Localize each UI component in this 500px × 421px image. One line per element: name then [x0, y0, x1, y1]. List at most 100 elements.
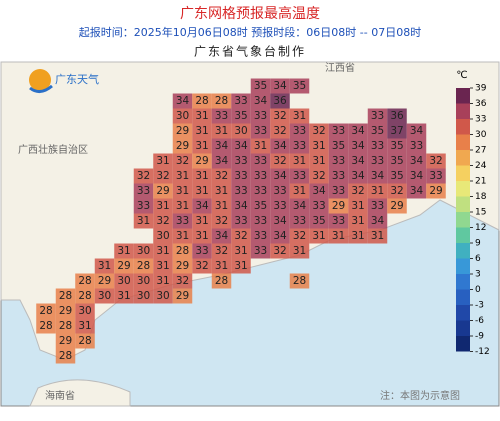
- temp-cell: [309, 183, 329, 199]
- temp-cell: [406, 123, 427, 139]
- temp-value: 34: [371, 215, 385, 227]
- legend-tick-label: 39: [475, 84, 487, 94]
- temp-cell: [367, 153, 388, 169]
- temp-value: 29: [59, 335, 72, 347]
- temp-cell: [172, 288, 193, 304]
- temp-cell: [231, 93, 251, 109]
- temp-cell: [250, 78, 271, 94]
- temp-value: 29: [59, 305, 72, 317]
- temp-cell: [192, 93, 212, 109]
- temp-value: 33: [137, 185, 150, 197]
- temp-cell: [250, 153, 271, 169]
- temp-value: 35: [254, 200, 267, 212]
- temp-cell: [406, 138, 427, 154]
- temp-cell: [75, 318, 95, 334]
- temp-cell: [211, 273, 232, 289]
- temp-cell: [192, 168, 212, 184]
- temp-value: 28: [59, 320, 72, 332]
- temp-cell: [231, 123, 251, 139]
- temp-value: 31: [312, 155, 325, 167]
- legend-swatch: [456, 88, 470, 104]
- temp-value: 29: [98, 275, 111, 287]
- temp-cell: [367, 123, 388, 139]
- temp-value: 34: [293, 200, 307, 212]
- temp-cell: [309, 123, 329, 139]
- temp-cell: [114, 273, 134, 289]
- legend-unit: ℃: [456, 70, 467, 81]
- temp-cell: [192, 228, 212, 244]
- temp-cell: [94, 288, 115, 304]
- temp-value: 34: [351, 170, 365, 182]
- temp-cell: [387, 153, 407, 169]
- legend-swatch: [456, 258, 470, 274]
- temp-value: 31: [195, 230, 208, 242]
- temp-cell: [94, 258, 115, 274]
- temp-value: 33: [215, 110, 228, 122]
- logo: 广东天气: [55, 72, 99, 86]
- title: 广东网格预报最高温度: [180, 5, 320, 22]
- temp-value: 32: [273, 155, 286, 167]
- temp-cell: [289, 78, 310, 94]
- temp-value: 34: [410, 155, 424, 167]
- temp-cell: [367, 213, 388, 229]
- temp-cell: [289, 228, 310, 244]
- temp-value: 33: [371, 200, 384, 212]
- temp-value: 31: [117, 290, 130, 302]
- temp-cell: [270, 243, 290, 259]
- temp-cell: [211, 258, 232, 274]
- temp-cell: [172, 123, 193, 139]
- temp-cell: [250, 243, 271, 259]
- temp-value: 33: [254, 125, 267, 137]
- temp-cell: [55, 318, 76, 334]
- legend-tick-label: 12: [475, 223, 486, 233]
- temp-cell: [75, 288, 95, 304]
- temp-value: 31: [351, 200, 364, 212]
- temp-value: 33: [332, 125, 345, 137]
- temp-value: 34: [410, 170, 424, 182]
- subtitle: 起报时间：2025年10月06日08时 预报时段：06日08时 -- 07日08…: [79, 25, 421, 39]
- temp-value: 33: [254, 155, 267, 167]
- temp-cell: [328, 123, 349, 139]
- temp-value: 28: [176, 245, 189, 257]
- temp-value: 32: [195, 260, 208, 272]
- temp-cell: [55, 333, 76, 349]
- temp-cell: [309, 213, 329, 229]
- temp-value: 31: [137, 215, 150, 227]
- temp-value: 31: [156, 245, 169, 257]
- temp-cell: [270, 78, 290, 94]
- temp-cell: [55, 348, 76, 364]
- temp-value: 33: [293, 170, 306, 182]
- temp-value: 32: [293, 230, 306, 242]
- temp-value: 34: [273, 170, 287, 182]
- temp-cell: [133, 168, 154, 184]
- temp-value: 28: [59, 350, 72, 362]
- temp-value: 34: [176, 95, 190, 107]
- temp-value: 31: [215, 125, 228, 137]
- temp-cell: [387, 108, 407, 124]
- temp-value: 34: [312, 185, 326, 197]
- temp-value: 31: [312, 230, 325, 242]
- temp-cell: [172, 198, 193, 214]
- legend-swatch: [456, 227, 470, 243]
- note: 注：本图为示意图: [380, 389, 460, 402]
- temp-cell: [231, 108, 251, 124]
- temp-cell: [289, 138, 310, 154]
- temp-cell: [426, 168, 446, 184]
- temp-value: 34: [351, 140, 365, 152]
- temp-cell: [192, 198, 212, 214]
- temp-value: 32: [176, 275, 189, 287]
- temp-value: 33: [332, 170, 345, 182]
- temp-value: 33: [429, 170, 442, 182]
- temp-value: 33: [332, 215, 345, 227]
- temp-value: 31: [98, 260, 111, 272]
- temp-cell: [211, 138, 232, 154]
- temp-cell: [270, 108, 290, 124]
- temp-value: 28: [78, 275, 91, 287]
- legend-tick-label: 3: [475, 270, 481, 280]
- temp-value: 34: [215, 140, 229, 152]
- temp-cell: [328, 213, 349, 229]
- temp-value: 32: [429, 155, 442, 167]
- hainan-land: [29, 379, 131, 407]
- temp-value: 35: [254, 80, 267, 92]
- temp-cell: [153, 288, 173, 304]
